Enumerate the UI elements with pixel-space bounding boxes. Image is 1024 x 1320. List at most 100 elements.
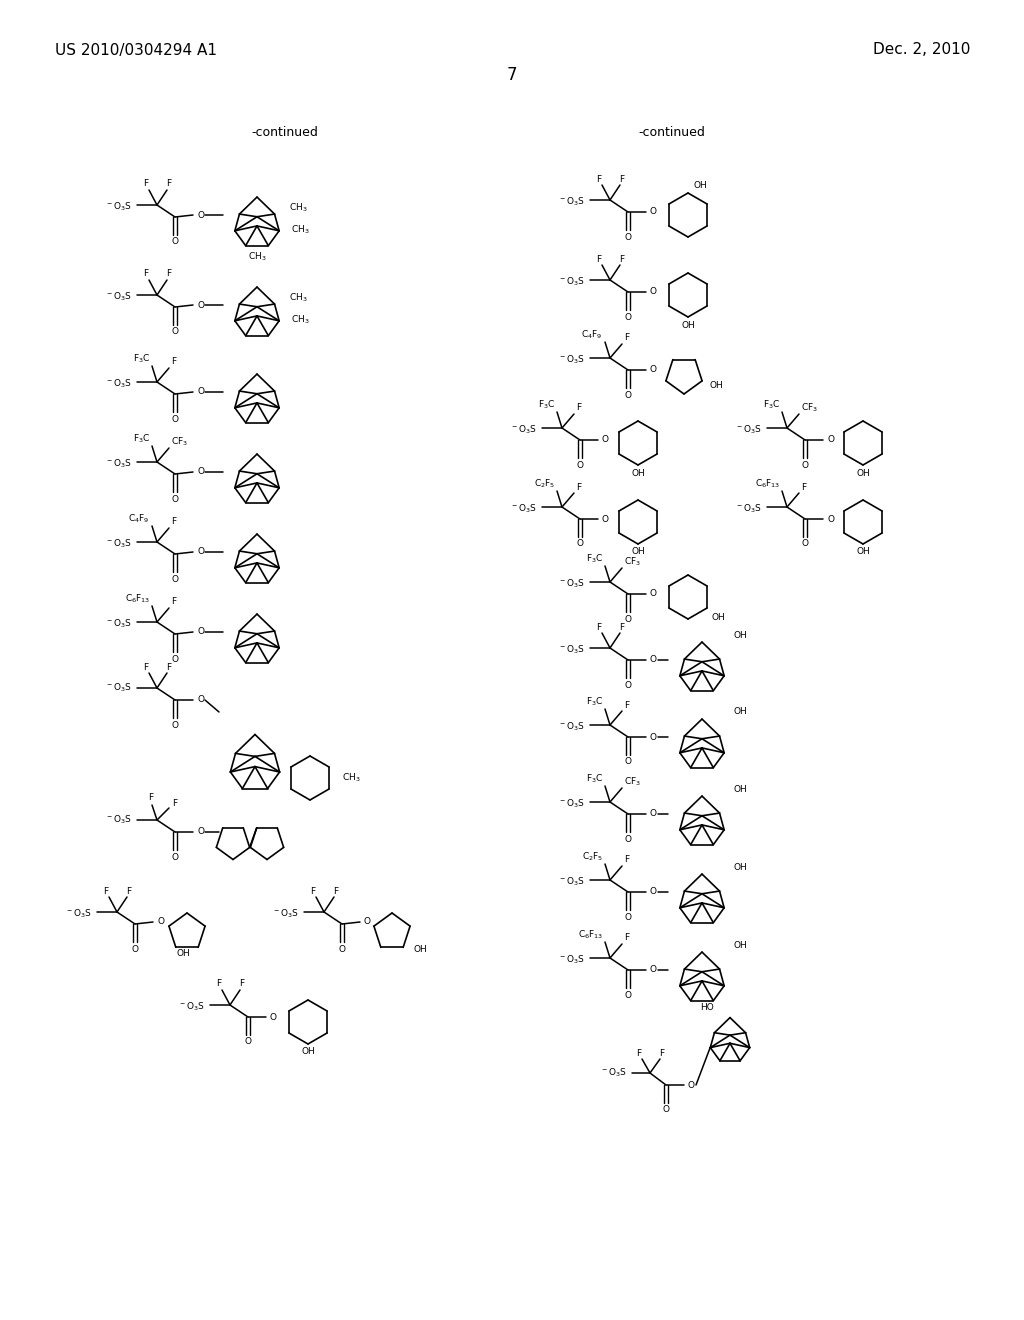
Text: $^-$O$_3$S: $^-$O$_3$S — [735, 503, 762, 515]
Text: OH: OH — [712, 612, 726, 622]
Text: $^-$O$_3$S: $^-$O$_3$S — [558, 644, 585, 656]
Text: $^-$O$_3$S: $^-$O$_3$S — [105, 681, 132, 694]
Text: O: O — [197, 627, 204, 636]
Text: O: O — [339, 945, 345, 953]
Text: C$_6$F$_{13}$: C$_6$F$_{13}$ — [125, 593, 150, 606]
Text: O: O — [245, 1038, 252, 1047]
Text: O: O — [650, 656, 657, 664]
Text: O: O — [131, 945, 138, 953]
Text: O: O — [171, 327, 178, 337]
Text: O: O — [625, 990, 632, 999]
Text: O: O — [625, 232, 632, 242]
Text: F: F — [620, 623, 625, 631]
Text: OH: OH — [631, 548, 645, 557]
Text: F: F — [596, 255, 601, 264]
Text: OH: OH — [176, 949, 189, 958]
Text: $^-$O$_3$S: $^-$O$_3$S — [558, 875, 585, 888]
Text: $^-$O$_3$S: $^-$O$_3$S — [105, 378, 132, 391]
Text: O: O — [650, 288, 657, 297]
Text: CF$_3$: CF$_3$ — [171, 436, 188, 449]
Text: O: O — [171, 721, 178, 730]
Text: O: O — [625, 615, 632, 623]
Text: O: O — [625, 834, 632, 843]
Text: OH: OH — [856, 548, 869, 557]
Text: HO: HO — [700, 1003, 714, 1012]
Text: 7: 7 — [507, 66, 517, 84]
Text: O: O — [650, 590, 657, 598]
Text: F: F — [171, 598, 176, 606]
Text: O: O — [364, 917, 371, 927]
Text: O: O — [171, 574, 178, 583]
Text: F: F — [148, 793, 154, 803]
Text: OH: OH — [856, 469, 869, 478]
Text: O: O — [171, 414, 178, 424]
Text: $^-$O$_3$S: $^-$O$_3$S — [105, 290, 132, 304]
Text: C$_4$F$_9$: C$_4$F$_9$ — [582, 329, 603, 342]
Text: $^-$O$_3$S: $^-$O$_3$S — [558, 276, 585, 288]
Text: CF$_3$: CF$_3$ — [624, 776, 641, 788]
Text: O: O — [688, 1081, 695, 1089]
Text: -continued: -continued — [252, 125, 318, 139]
Text: C$_4$F$_9$: C$_4$F$_9$ — [128, 512, 150, 525]
Text: F$_3$C: F$_3$C — [538, 399, 555, 412]
Text: O: O — [171, 853, 178, 862]
Text: F: F — [620, 174, 625, 183]
Text: $^-$O$_3$S: $^-$O$_3$S — [735, 424, 762, 436]
Text: F: F — [143, 180, 148, 189]
Text: CF$_3$: CF$_3$ — [624, 556, 641, 568]
Text: OH: OH — [734, 708, 748, 717]
Text: $^-$O$_3$S: $^-$O$_3$S — [105, 201, 132, 214]
Text: F: F — [143, 663, 148, 672]
Text: OH: OH — [681, 321, 695, 330]
Text: F: F — [171, 358, 176, 367]
Text: $^-$O$_3$S: $^-$O$_3$S — [178, 1001, 205, 1014]
Text: O: O — [827, 436, 834, 445]
Text: F: F — [103, 887, 109, 895]
Text: CH$_3$: CH$_3$ — [289, 292, 307, 304]
Text: CH$_3$: CH$_3$ — [289, 202, 307, 214]
Text: O: O — [650, 733, 657, 742]
Text: OH: OH — [694, 181, 708, 190]
Text: O: O — [270, 1012, 278, 1022]
Text: $^-$O$_3$S: $^-$O$_3$S — [105, 813, 132, 826]
Text: O: O — [577, 461, 584, 470]
Text: F: F — [334, 887, 339, 895]
Text: F: F — [624, 933, 629, 942]
Text: O: O — [663, 1106, 670, 1114]
Text: O: O — [625, 391, 632, 400]
Text: O: O — [197, 210, 204, 219]
Text: $^-$O$_3$S: $^-$O$_3$S — [510, 424, 537, 436]
Text: F: F — [143, 269, 148, 279]
Text: $^-$O$_3$S: $^-$O$_3$S — [65, 908, 92, 920]
Text: C$_6$F$_{13}$: C$_6$F$_{13}$ — [755, 478, 780, 490]
Text: $^-$O$_3$S: $^-$O$_3$S — [510, 503, 537, 515]
Text: O: O — [197, 828, 204, 837]
Text: O: O — [197, 388, 204, 396]
Text: C$_2$F$_5$: C$_2$F$_5$ — [582, 851, 603, 863]
Text: O: O — [802, 461, 809, 470]
Text: OH: OH — [734, 784, 748, 793]
Text: $^-$O$_3$S: $^-$O$_3$S — [558, 195, 585, 209]
Text: F: F — [624, 855, 629, 865]
Text: F: F — [171, 517, 176, 527]
Text: O: O — [602, 436, 609, 445]
Text: O: O — [197, 467, 204, 477]
Text: F: F — [310, 887, 315, 895]
Text: F: F — [624, 701, 629, 710]
Text: O: O — [625, 912, 632, 921]
Text: C$_2$F$_5$: C$_2$F$_5$ — [534, 478, 555, 490]
Text: O: O — [650, 965, 657, 974]
Text: O: O — [650, 207, 657, 216]
Text: OH: OH — [734, 862, 748, 871]
Text: F: F — [167, 180, 172, 189]
Text: O: O — [171, 655, 178, 664]
Text: F$_3$C: F$_3$C — [586, 696, 603, 709]
Text: C$_6$F$_{13}$: C$_6$F$_{13}$ — [578, 929, 603, 941]
Text: O: O — [197, 301, 204, 309]
Text: -continued: -continued — [639, 125, 706, 139]
Text: $^-$O$_3$S: $^-$O$_3$S — [558, 721, 585, 733]
Text: F: F — [596, 623, 601, 631]
Text: F: F — [575, 404, 582, 412]
Text: $^-$O$_3$S: $^-$O$_3$S — [558, 954, 585, 966]
Text: $^-$O$_3$S: $^-$O$_3$S — [558, 354, 585, 366]
